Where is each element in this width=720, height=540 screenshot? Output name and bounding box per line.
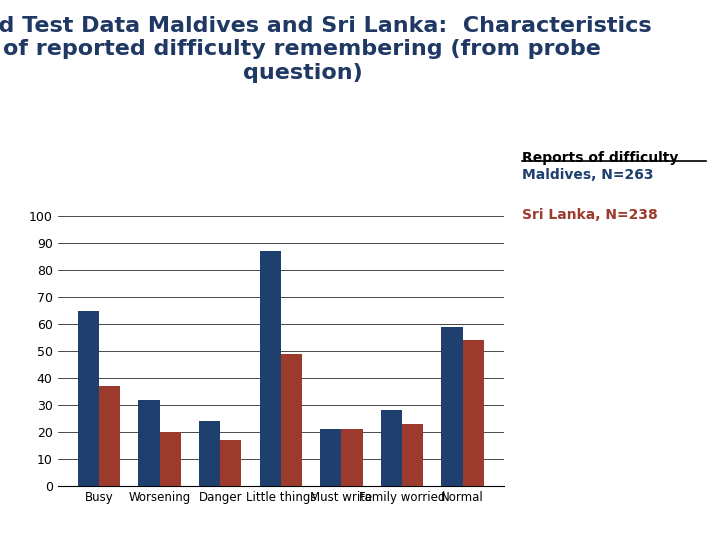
Bar [199, 421, 220, 486]
Bar [260, 251, 281, 486]
Bar [160, 432, 181, 486]
Bar [220, 440, 241, 486]
Bar [402, 424, 423, 486]
Text: Field Test Data Maldives and Sri Lanka:  Characteristics
of reported difficulty : Field Test Data Maldives and Sri Lanka: … [0, 16, 652, 83]
Bar [281, 354, 302, 486]
Bar [441, 327, 462, 486]
Text: Sri Lanka, N=238: Sri Lanka, N=238 [522, 208, 658, 222]
Text: Maldives, N=263: Maldives, N=263 [522, 168, 654, 183]
Text: Reports of difficulty: Reports of difficulty [522, 151, 678, 165]
Bar [78, 310, 99, 486]
Bar [99, 386, 120, 486]
Bar [138, 400, 160, 486]
Bar [381, 410, 402, 486]
Bar [341, 429, 363, 486]
Bar [320, 429, 341, 486]
Bar [462, 340, 484, 486]
